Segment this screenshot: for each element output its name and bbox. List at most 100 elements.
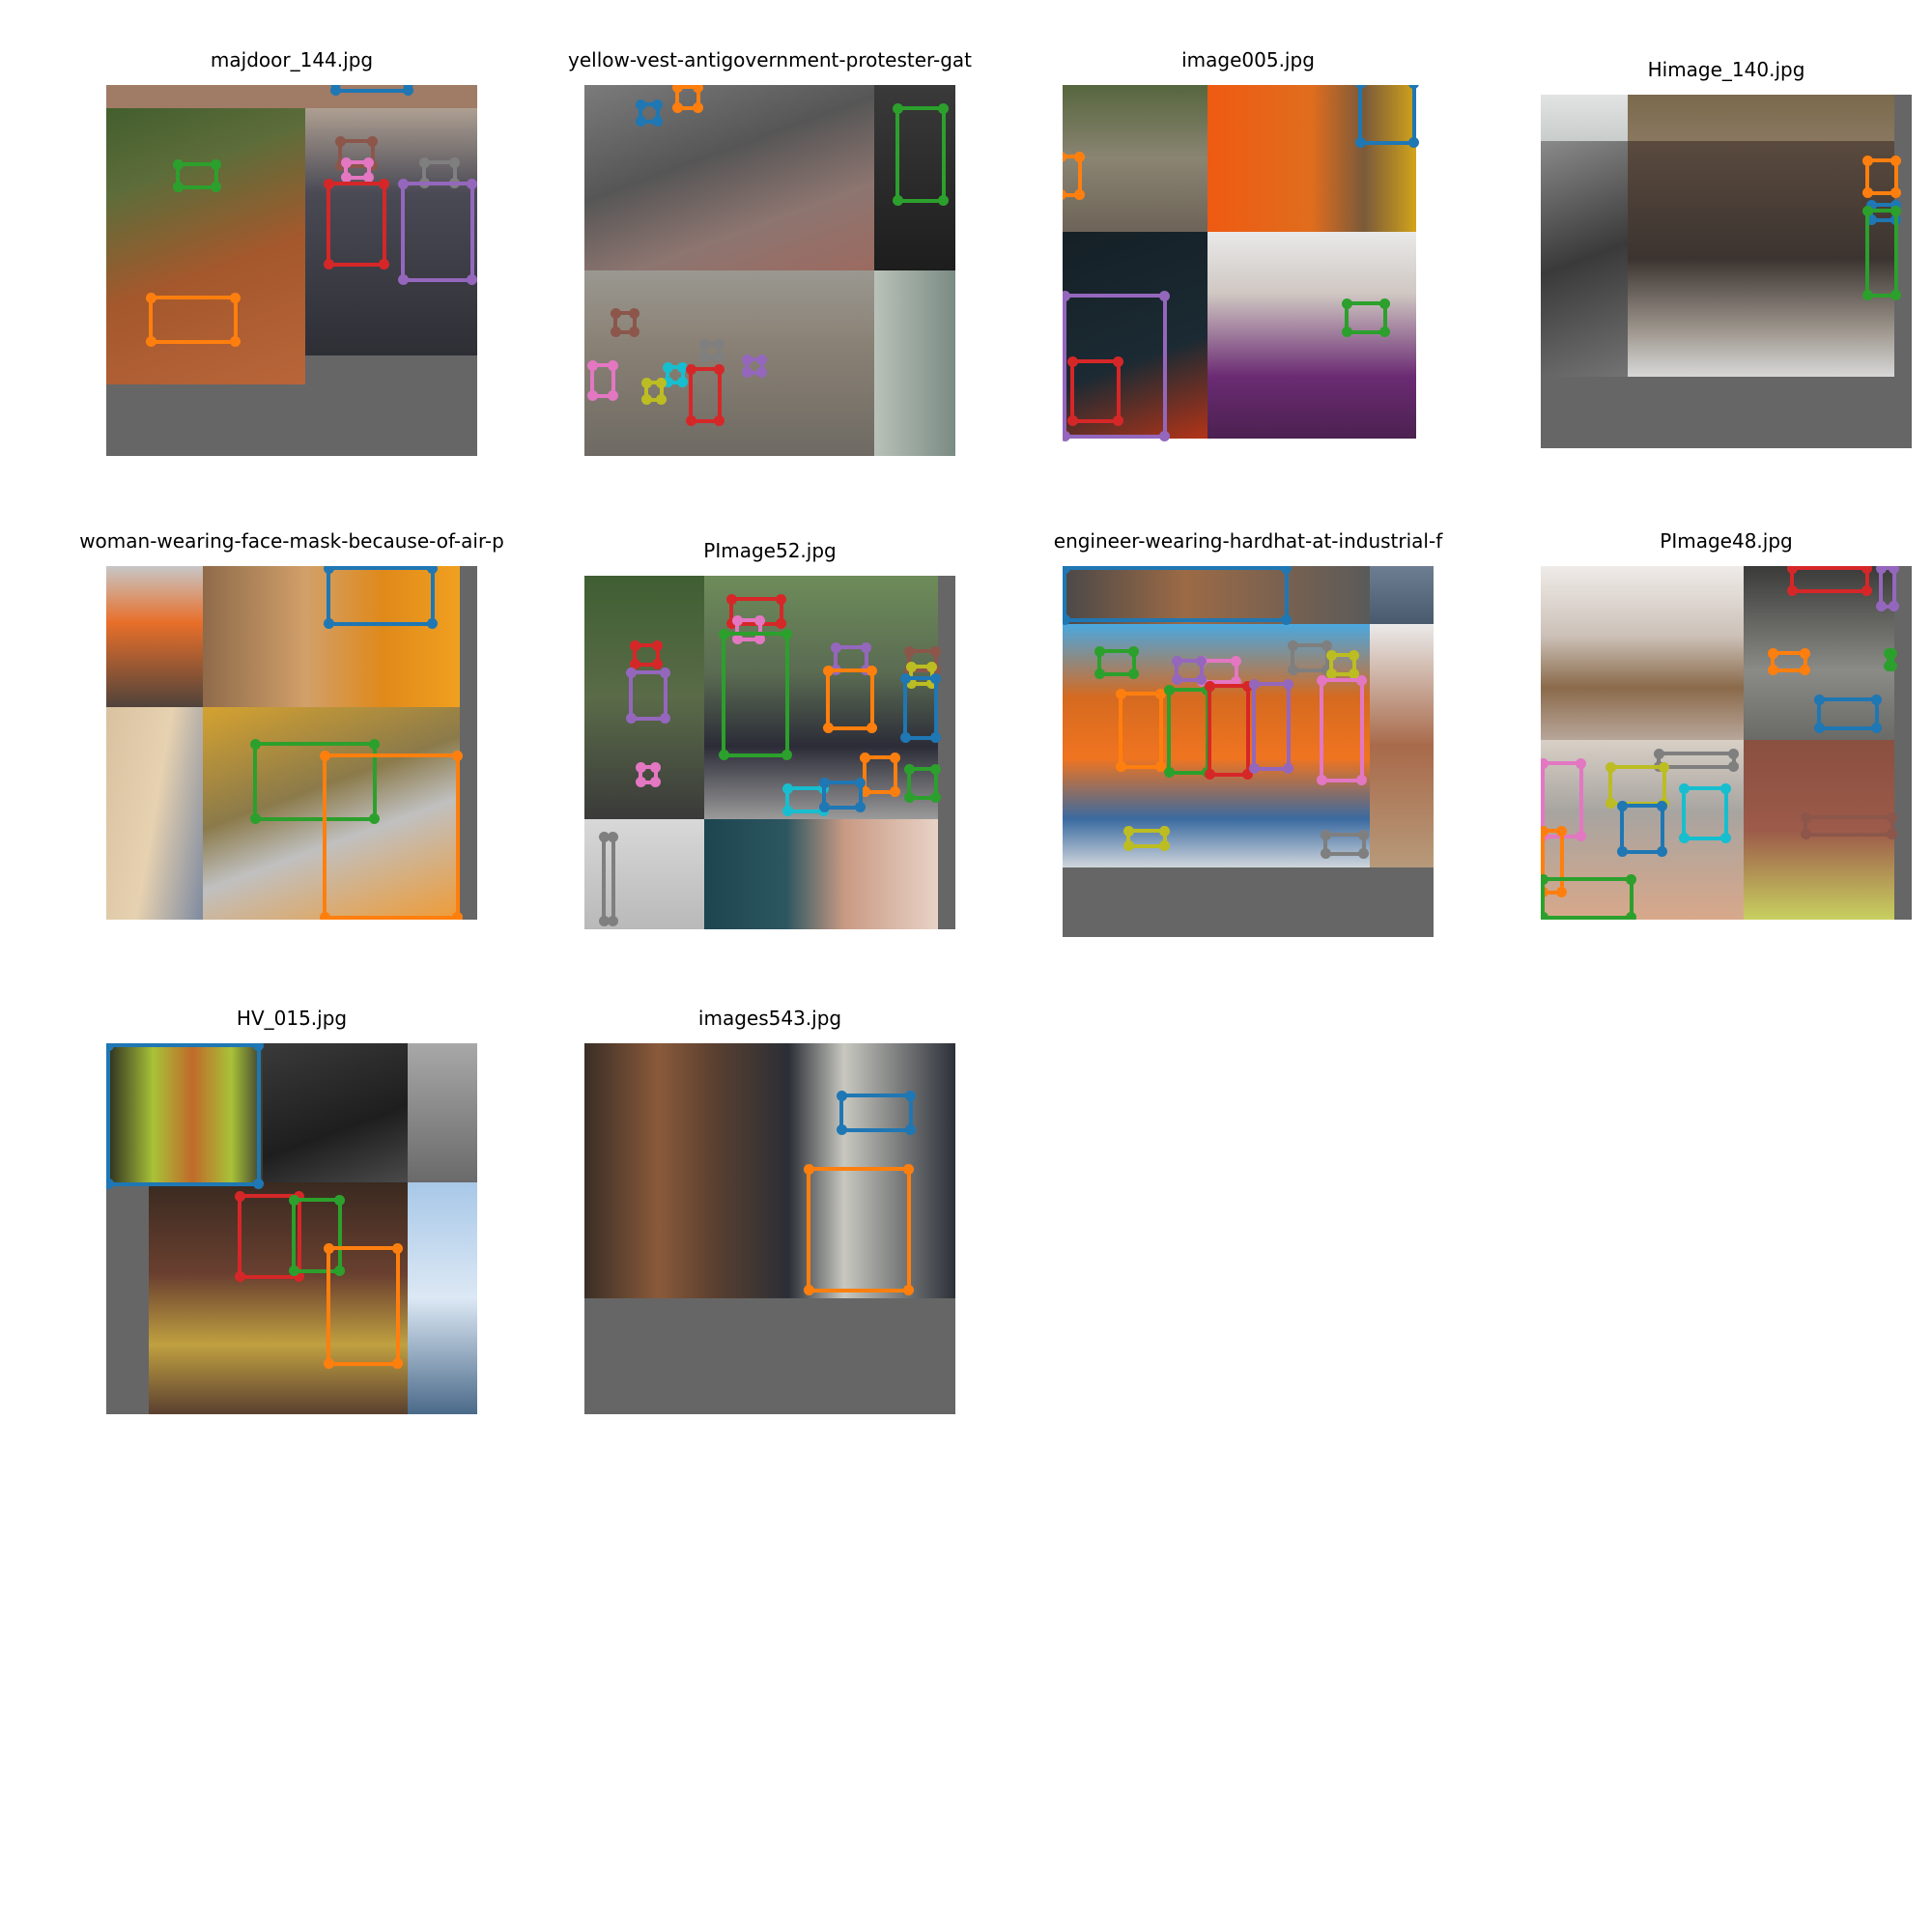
- photo-tile-orange-jacket: [1208, 85, 1416, 232]
- photo-tile-tire: [263, 1043, 408, 1182]
- bbox-orange: [1862, 156, 1901, 195]
- bbox-blue: [636, 99, 663, 124]
- bbox-orange: [823, 666, 877, 730]
- mosaic-image: [1063, 85, 1434, 456]
- photo-tile-rock: [1541, 141, 1628, 377]
- bbox-cyan: [1679, 783, 1731, 840]
- bbox-blue: [1617, 801, 1667, 854]
- bbox-gray: [1321, 830, 1369, 856]
- photo-tile-protesters: [584, 85, 874, 270]
- bbox-orange: [320, 751, 463, 920]
- photo-tile-worker-group: [1063, 624, 1370, 867]
- bbox-orange: [804, 1164, 914, 1293]
- mosaic-image: [584, 1043, 955, 1414]
- photo-tile-grass: [1628, 95, 1894, 141]
- bbox-brown: [1801, 812, 1897, 837]
- bbox-blue: [330, 85, 413, 93]
- bbox-orange: [1541, 826, 1567, 895]
- bbox-purple: [1876, 566, 1899, 609]
- bbox-brown: [611, 308, 639, 334]
- bbox-purple: [1172, 656, 1207, 682]
- mosaic-image: [584, 85, 955, 456]
- bbox-green: [1862, 206, 1901, 298]
- bbox-gray: [1654, 749, 1739, 769]
- panel-title: PImage52.jpg: [703, 539, 837, 562]
- panel-title: engineer-wearing-hardhat-at-industrial-f: [1053, 529, 1443, 553]
- photo-tile-ceiling-worker: [1628, 141, 1894, 377]
- bbox-blue: [1814, 695, 1882, 730]
- mosaic-image: [106, 85, 477, 456]
- bbox-green: [719, 629, 792, 757]
- bbox-purple: [1249, 679, 1293, 771]
- bbox-blue: [1063, 566, 1292, 622]
- bbox-orange: [672, 85, 703, 110]
- panel-title: yellow-vest-antigovernment-protester-gat: [568, 48, 972, 71]
- bbox-blue: [900, 673, 941, 740]
- bbox-olive: [1123, 826, 1170, 848]
- panel-title: images543.jpg: [697, 1007, 842, 1030]
- photo-tile-construction-site: [584, 270, 874, 456]
- photo-tile-wood-plank: [106, 707, 203, 920]
- photo-tile-edge: [874, 270, 955, 456]
- mosaic-image: [584, 576, 955, 929]
- bbox-pink: [587, 360, 618, 398]
- bbox-green: [1541, 874, 1636, 920]
- mosaic-image: [106, 1043, 477, 1414]
- bbox-green: [250, 739, 380, 821]
- photo-tile-smiling-workers: [149, 1182, 408, 1414]
- bbox-blue: [324, 566, 438, 626]
- bbox-pink: [636, 762, 661, 784]
- bbox-purple: [1063, 291, 1170, 439]
- bbox-red: [630, 640, 663, 667]
- bbox-orange: [1768, 648, 1810, 672]
- mosaic-image: [1063, 566, 1434, 937]
- bbox-blue: [819, 778, 866, 810]
- photo-tile-port-sky: [408, 1182, 477, 1414]
- bbox-green: [289, 1195, 345, 1273]
- bbox-green: [1884, 648, 1897, 668]
- bbox-red: [1787, 566, 1872, 593]
- panel-title: PImage48.jpg: [1660, 529, 1793, 553]
- photo-tile-fur-hood: [203, 566, 460, 707]
- bbox-red: [686, 364, 724, 423]
- bbox-orange: [1116, 689, 1166, 769]
- panel-title: majdoor_144.jpg: [210, 48, 374, 71]
- photo-tile-workshop: [1541, 566, 1744, 740]
- bbox-olive: [1326, 650, 1359, 676]
- bbox-green: [893, 103, 949, 203]
- mosaic-image: [1541, 95, 1912, 448]
- bbox-orange: [860, 753, 900, 794]
- bbox-blue: [106, 1043, 264, 1186]
- bbox-olive: [641, 378, 667, 402]
- mosaic-image: [1541, 566, 1912, 920]
- panel-title: woman-wearing-face-mask-because-of-air-p: [79, 529, 504, 553]
- bbox-purple: [626, 668, 670, 721]
- bbox-gray: [699, 339, 724, 359]
- bbox-orange: [324, 1243, 403, 1366]
- bbox-pink: [1317, 675, 1367, 782]
- bbox-cyan: [663, 362, 688, 384]
- bbox-blue: [837, 1091, 916, 1132]
- bbox-green: [904, 764, 941, 800]
- photo-tile-boardwalk: [1063, 85, 1208, 232]
- bbox-brown: [335, 136, 378, 168]
- mosaic-image: [106, 566, 477, 920]
- bbox-olive: [1605, 762, 1669, 806]
- photo-tile-dark-arm: [1063, 232, 1208, 439]
- photo-tile-masked-workers: [1541, 740, 1744, 920]
- photo-tile-hardhat-top: [1063, 566, 1370, 624]
- photo-tile-workers: [305, 85, 477, 355]
- bbox-red: [1205, 681, 1253, 777]
- bbox-purple: [742, 355, 767, 375]
- photo-tile-warehouse-engineer: [584, 1043, 955, 1298]
- bbox-green: [1164, 685, 1212, 775]
- panel-title: Himage_140.jpg: [1647, 58, 1805, 81]
- photo-tile-mask-face: [704, 819, 938, 929]
- photo-tile-houses: [1370, 624, 1434, 867]
- bbox-orange: [146, 293, 241, 344]
- bbox-red: [1067, 356, 1123, 423]
- bbox-red: [235, 1191, 304, 1279]
- bbox-pink: [341, 157, 374, 180]
- panel-title: image005.jpg: [1181, 48, 1315, 71]
